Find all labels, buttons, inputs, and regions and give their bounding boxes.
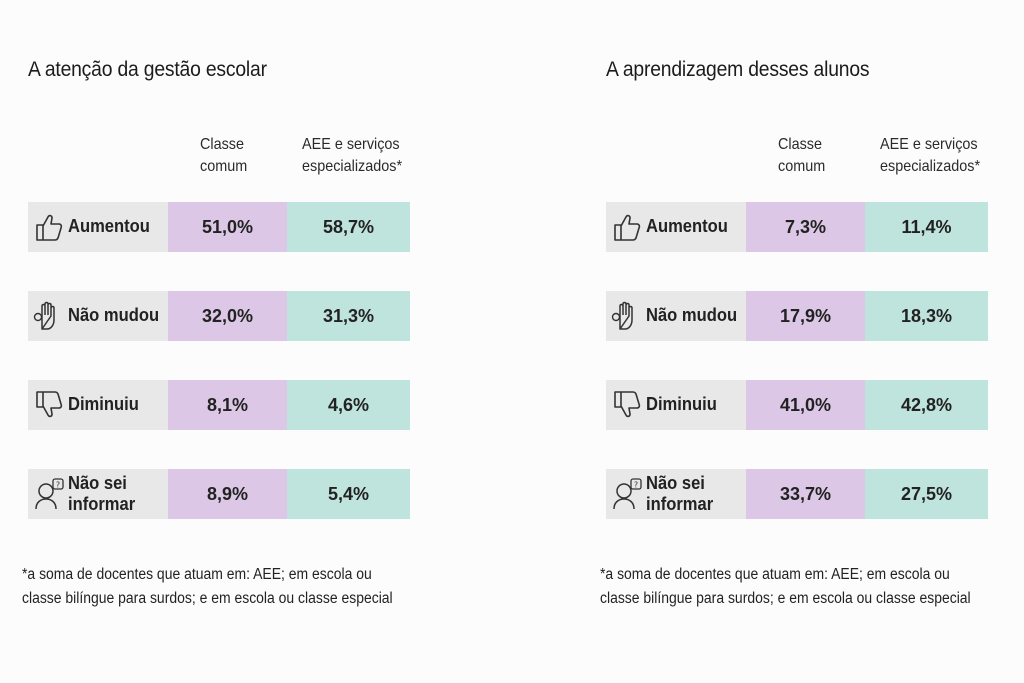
row-label: Aumentou	[68, 216, 150, 236]
value-aee: 27,5%	[865, 469, 988, 519]
column-header-classe-comum: Classe comum	[778, 136, 826, 175]
table-row: Aumentou 7,3% 11,4%	[606, 202, 988, 252]
table-row: Diminuiu 8,1% 4,6%	[28, 380, 410, 430]
thumbs-down-icon	[32, 388, 66, 422]
thumbs-down-icon	[610, 388, 644, 422]
row-label-cell: Aumentou	[606, 202, 746, 252]
column-header-aee: AEE e serviços especializados*	[880, 136, 981, 175]
row-label: Aumentou	[646, 216, 728, 236]
table-row: Diminuiu 41,0% 42,8%	[606, 380, 988, 430]
value-aee: 58,7%	[287, 202, 410, 252]
row-label-cell: Aumentou	[28, 202, 168, 252]
svg-text:?: ?	[634, 481, 638, 490]
row-label-cell: ? Não sei informar	[606, 469, 746, 519]
hand-raised-icon	[610, 299, 644, 333]
value-classe-comum: 17,9%	[746, 291, 865, 341]
value-classe-comum: 8,9%	[168, 469, 287, 519]
value-aee: 18,3%	[865, 291, 988, 341]
panel-aprendizagem: A aprendizagem desses alunos Classe comu…	[600, 0, 1020, 683]
value-classe-comum: 33,7%	[746, 469, 865, 519]
hand-raised-icon	[32, 299, 66, 333]
row-label: Diminuiu	[646, 394, 717, 414]
person-question-icon: ?	[32, 477, 66, 511]
value-classe-comum: 32,0%	[168, 291, 287, 341]
panel-gestao-escolar: A atenção da gestão escolar Classe comum…	[22, 0, 442, 683]
table-row: Não mudou 17,9% 18,3%	[606, 291, 988, 341]
row-label-cell: Não mudou	[28, 291, 168, 341]
value-classe-comum: 7,3%	[746, 202, 865, 252]
chart-title: A aprendizagem desses alunos	[606, 58, 870, 81]
person-question-icon: ?	[610, 477, 644, 511]
row-label-cell: Não mudou	[606, 291, 746, 341]
row-label: Não mudou	[646, 305, 738, 325]
table-row: ? Não sei informar 8,9% 5,4%	[28, 469, 410, 519]
row-label: Não mudou	[68, 305, 160, 325]
row-label: Não sei informar	[68, 473, 136, 514]
value-aee: 31,3%	[287, 291, 410, 341]
table-row: ? Não sei informar 33,7% 27,5%	[606, 469, 988, 519]
column-header-aee: AEE e serviços especializados*	[302, 136, 403, 175]
value-classe-comum: 51,0%	[168, 202, 287, 252]
svg-text:?: ?	[56, 481, 60, 490]
value-aee: 4,6%	[287, 380, 410, 430]
value-aee: 42,8%	[865, 380, 988, 430]
table-row: Aumentou 51,0% 58,7%	[28, 202, 410, 252]
value-aee: 5,4%	[287, 469, 410, 519]
thumbs-up-icon	[32, 210, 66, 244]
value-classe-comum: 8,1%	[168, 380, 287, 430]
row-label-cell: ? Não sei informar	[28, 469, 168, 519]
footnote: *a soma de docentes que atuam em: AEE; e…	[600, 566, 971, 607]
value-classe-comum: 41,0%	[746, 380, 865, 430]
thumbs-up-icon	[610, 210, 644, 244]
footnote: *a soma de docentes que atuam em: AEE; e…	[22, 566, 393, 607]
row-label: Não sei informar	[646, 473, 714, 514]
chart-title: A atenção da gestão escolar	[28, 58, 267, 81]
column-header-classe-comum: Classe comum	[200, 136, 248, 175]
value-aee: 11,4%	[865, 202, 988, 252]
row-label-cell: Diminuiu	[28, 380, 168, 430]
table-row: Não mudou 32,0% 31,3%	[28, 291, 410, 341]
row-label: Diminuiu	[68, 394, 139, 414]
row-label-cell: Diminuiu	[606, 380, 746, 430]
